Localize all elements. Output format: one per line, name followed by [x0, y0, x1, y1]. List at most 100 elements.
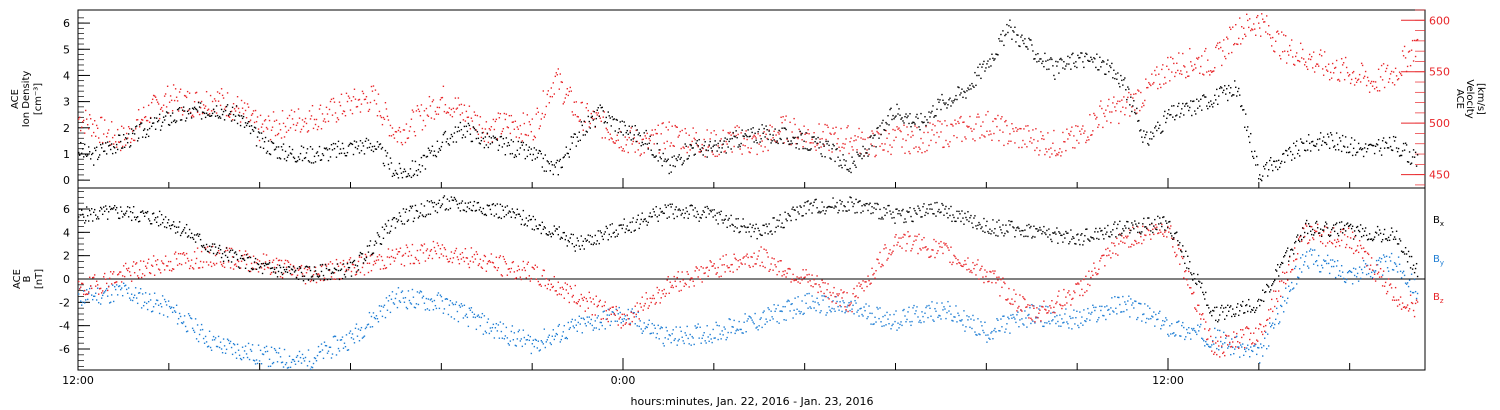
- data-point-series: [697, 146, 699, 148]
- data-point-series: [749, 135, 751, 137]
- data-point-series: [726, 143, 728, 145]
- data-point-series: [559, 158, 561, 161]
- data-point-By: [488, 332, 491, 335]
- data-point-By: [985, 334, 987, 336]
- data-point-Bz: [82, 293, 85, 296]
- data-point-Bz: [430, 248, 433, 251]
- data-point-By: [1240, 344, 1242, 346]
- data-point-Bz: [531, 266, 534, 268]
- data-point-By: [637, 311, 639, 314]
- data-point-By: [539, 349, 542, 351]
- data-point-By: [1139, 302, 1141, 305]
- data-point-By: [1399, 270, 1402, 273]
- data-point-Bz: [850, 302, 852, 304]
- data-point-series: [850, 137, 852, 139]
- data-point-series: [581, 124, 583, 127]
- data-point-Bz: [392, 256, 395, 259]
- data-point-series: [854, 135, 856, 137]
- data-point-series: [206, 109, 209, 111]
- data-point-series: [431, 145, 434, 147]
- data-point-series: [862, 145, 864, 148]
- data-point-Bz: [590, 301, 592, 303]
- data-point-Bz: [414, 256, 417, 259]
- data-point-series: [821, 155, 823, 158]
- data-point-Bz: [340, 278, 343, 280]
- data-point-series: [1270, 37, 1272, 39]
- data-point-series: [199, 102, 202, 104]
- data-point-series: [1362, 155, 1365, 158]
- data-point-Bz: [513, 271, 516, 273]
- data-point-series: [1138, 90, 1140, 92]
- data-point-series: [104, 142, 107, 144]
- data-point-series: [546, 93, 549, 96]
- data-point-series: [125, 138, 128, 140]
- data-point-series: [205, 90, 208, 93]
- data-point-Bz: [905, 250, 907, 252]
- data-point-series: [439, 149, 442, 151]
- data-point-series: [795, 143, 797, 145]
- data-point-Bz: [606, 318, 608, 320]
- data-point-series: [1407, 161, 1410, 163]
- data-point-Bz: [256, 258, 259, 261]
- data-point-Bz: [493, 266, 496, 268]
- data-point-series: [742, 144, 744, 146]
- data-point-Bz: [169, 260, 172, 263]
- data-point-series: [703, 144, 705, 147]
- data-point-series: [1246, 129, 1248, 132]
- data-point-series: [297, 156, 300, 158]
- data-point-By: [611, 311, 613, 313]
- data-point-Bz: [269, 273, 272, 275]
- data-point-series: [272, 111, 275, 113]
- data-point-series: [1257, 164, 1259, 166]
- data-point-Bz: [770, 263, 772, 265]
- data-point-series: [144, 115, 147, 118]
- data-point-Bz: [104, 278, 107, 280]
- data-point-series: [715, 144, 717, 146]
- data-point-Bz: [578, 299, 580, 301]
- data-point-series: [991, 139, 993, 142]
- data-point-series: [626, 139, 628, 141]
- data-point-series: [1381, 79, 1384, 81]
- data-point-series: [451, 135, 454, 138]
- data-point-series: [449, 137, 452, 140]
- data-point-Bz: [111, 273, 114, 275]
- data-point-series: [423, 110, 426, 112]
- data-point-By: [428, 309, 431, 311]
- data-point-By: [499, 321, 502, 323]
- data-point-series: [1123, 96, 1125, 98]
- data-point-By: [758, 325, 760, 327]
- data-point-series: [1067, 55, 1069, 58]
- data-point-By: [802, 313, 804, 316]
- data-point-series: [345, 92, 348, 95]
- data-point-By: [943, 306, 945, 308]
- data-point-series: [1052, 142, 1054, 144]
- data-point-By: [675, 326, 677, 328]
- data-point-series: [375, 103, 378, 105]
- data-point-series: [1022, 139, 1024, 142]
- data-point-series: [524, 133, 527, 136]
- data-point-By: [669, 334, 671, 337]
- data-point-Bz: [343, 265, 346, 268]
- data-point-series: [754, 135, 756, 138]
- data-point-By: [256, 362, 259, 365]
- data-point-By: [239, 357, 242, 360]
- data-point-Bz: [529, 280, 532, 282]
- data-point-series: [1413, 39, 1416, 42]
- data-point-series: [1299, 42, 1302, 45]
- data-point-series: [139, 121, 142, 124]
- data-point-Bz: [667, 276, 669, 278]
- data-point-series: [438, 106, 441, 109]
- data-point-series: [379, 143, 382, 145]
- data-point-series: [1131, 106, 1133, 108]
- data-point-Bz: [583, 296, 585, 299]
- data-point-series: [1320, 55, 1323, 57]
- data-point-By: [1050, 312, 1052, 314]
- data-point-Bz: [715, 273, 717, 275]
- data-point-series: [730, 148, 732, 150]
- data-point-series: [84, 154, 87, 156]
- data-point-series: [1333, 145, 1336, 147]
- data-point-series: [1225, 93, 1227, 95]
- data-point-By: [431, 300, 434, 303]
- data-point-series: [172, 84, 175, 86]
- data-point-series: [522, 141, 525, 144]
